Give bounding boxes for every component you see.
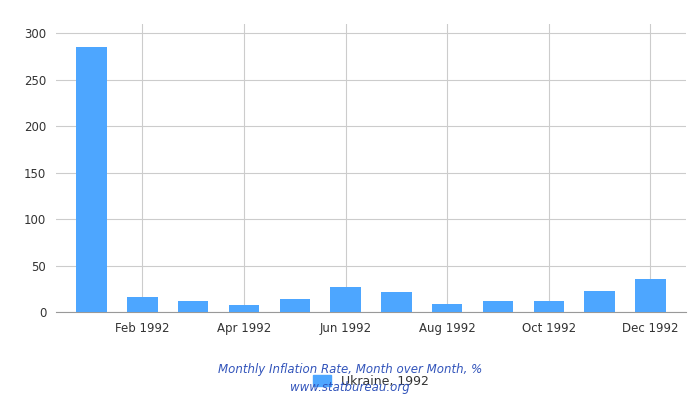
Bar [382,292,412,312]
Bar [178,301,209,312]
Legend: Ukraine, 1992: Ukraine, 1992 [308,370,434,393]
Bar [76,47,107,312]
Bar [483,301,513,312]
Bar [127,297,158,312]
Bar [279,299,310,312]
Bar [584,291,615,312]
Bar [432,304,463,312]
Bar [635,280,666,312]
Bar [330,287,360,312]
Text: www.statbureau.org: www.statbureau.org [290,381,410,394]
Bar [533,301,564,312]
Text: Monthly Inflation Rate, Month over Month, %: Monthly Inflation Rate, Month over Month… [218,364,482,376]
Bar [229,306,259,312]
